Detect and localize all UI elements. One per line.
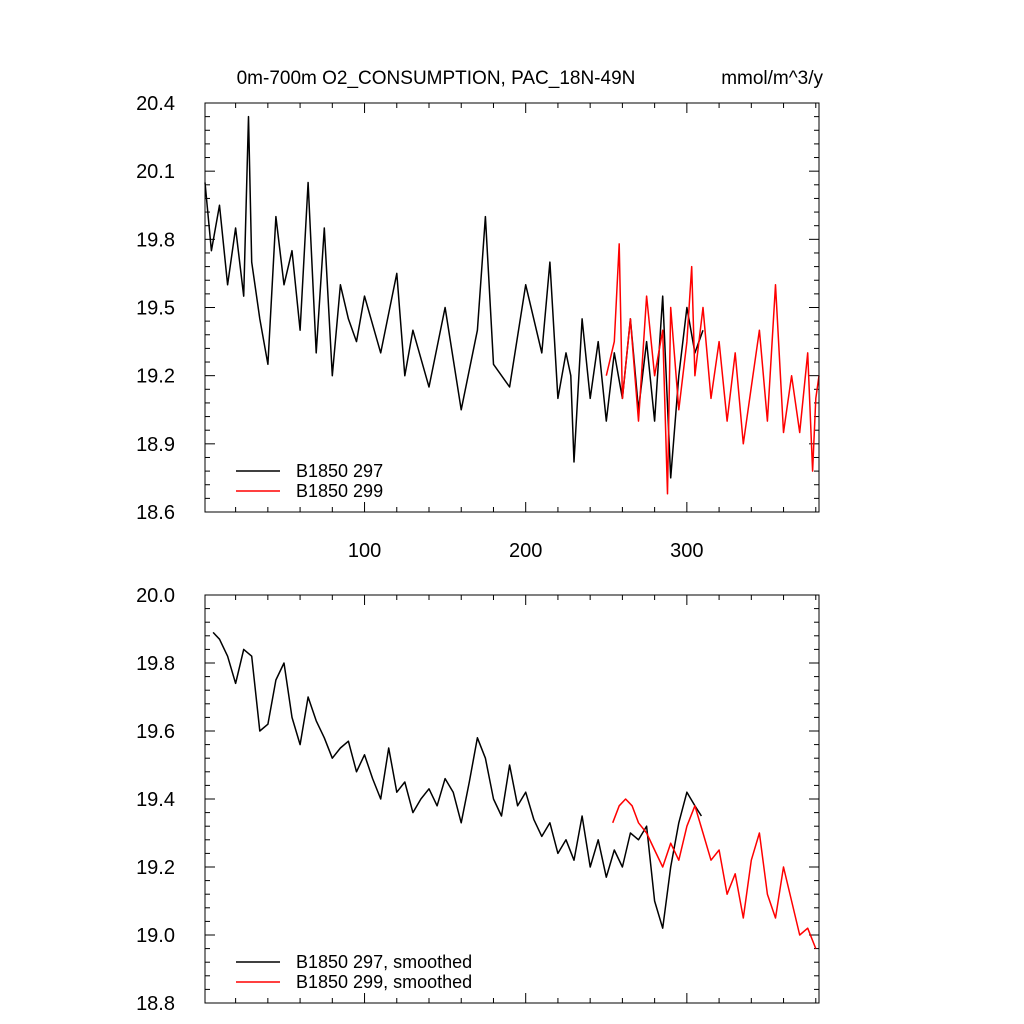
top-y-tick-label: 19.5 <box>136 298 175 320</box>
bottom-panel-frame <box>204 594 820 1004</box>
top-x-tick-label: 100 <box>348 540 381 562</box>
top-y-tick-label: 20.1 <box>136 161 175 183</box>
top-y-tick-label: 19.2 <box>136 366 175 388</box>
bottom-legend-label-1: B1850 297, smoothed <box>296 952 472 972</box>
bottom-series-line-1 <box>212 631 703 929</box>
top-series-line-2 <box>605 243 820 495</box>
top-panel: 0m-700m O2_CONSUMPTION, PAC_18N-49N mmol… <box>136 68 823 562</box>
top-x-tick-label: 200 <box>509 540 542 562</box>
bottom-y-tick-label: 19.4 <box>136 789 175 811</box>
top-series-line-1 <box>204 115 704 479</box>
bottom-panel-series <box>212 631 817 949</box>
bottom-y-tick-label: 20.0 <box>136 585 175 607</box>
top-y-tick-label: 18.9 <box>136 434 175 456</box>
bottom-y-tick-label: 19.6 <box>136 721 175 743</box>
bottom-y-tick-label: 19.0 <box>136 925 175 947</box>
top-panel-series <box>204 115 820 495</box>
bottom-panel: 18.8 19.0 19.2 19.4 19.6 19.8 20.0 B1850 297, … <box>136 585 820 1015</box>
top-y-tick-label: 18.6 <box>136 502 175 524</box>
bottom-y-tick-label: 19.8 <box>136 653 175 675</box>
top-y-tick-label: 20.4 <box>136 93 175 115</box>
bottom-y-tick-label: 18.8 <box>136 993 175 1015</box>
top-x-tick-label: 300 <box>670 540 703 562</box>
top-y-tick-label: 19.8 <box>136 229 175 251</box>
top-panel-title: 0m-700m O2_CONSUMPTION, PAC_18N-49N <box>237 68 636 89</box>
bottom-panel-ticks: 18.8 19.0 19.2 19.4 19.6 19.8 20.0 <box>136 585 819 1015</box>
bottom-y-tick-label: 19.2 <box>136 857 175 879</box>
top-panel-frame <box>204 102 820 513</box>
top-panel-units: mmol/m^3/y <box>721 68 823 89</box>
bottom-series-line-2 <box>611 798 817 949</box>
top-legend-label-2: B1850 299 <box>296 481 383 501</box>
bottom-legend-label-2: B1850 299, smoothed <box>296 972 472 992</box>
top-legend-label-1: B1850 297 <box>296 461 383 481</box>
